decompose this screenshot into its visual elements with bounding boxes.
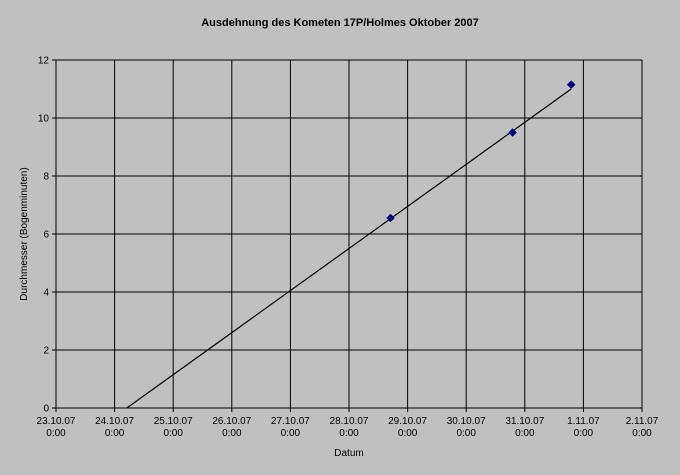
chart-title: Ausdehnung des Kometen 17P/Holmes Oktobe… (201, 17, 479, 29)
x-tick-label-time: 0:00 (339, 428, 359, 439)
x-tick-label: 24.10.07 (95, 416, 134, 427)
tick-labels: 23.10.070:0024.10.070:0025.10.070:0026.1… (37, 56, 659, 440)
x-tick-label-time: 0:00 (105, 428, 125, 439)
y-tick-label: 10 (38, 114, 50, 125)
x-tick-label: 25.10.07 (154, 416, 193, 427)
y-tick-label: 8 (43, 172, 49, 183)
x-tick-label-time: 0:00 (515, 428, 535, 439)
y-tick-label: 12 (38, 56, 50, 67)
x-axis-label: Datum (334, 448, 363, 459)
x-tick-label: 28.10.07 (330, 416, 369, 427)
y-axis-label: Durchmesser (Bogenminuten) (19, 167, 30, 300)
data-point (566, 80, 576, 90)
x-tick-label: 31.10.07 (505, 416, 544, 427)
axes (52, 59, 643, 412)
y-tick-label: 4 (43, 288, 49, 299)
x-tick-label: 30.10.07 (447, 416, 486, 427)
x-tick-label-time: 0:00 (456, 428, 476, 439)
grid-lines (55, 59, 643, 409)
x-tick-label-time: 0:00 (632, 428, 652, 439)
y-tick-label: 6 (43, 230, 49, 241)
x-tick-label-time: 0:00 (281, 428, 301, 439)
x-tick-label: 23.10.07 (37, 416, 76, 427)
data-point (386, 213, 395, 223)
x-tick-label-time: 0:00 (46, 428, 66, 439)
y-tick-label: 0 (43, 404, 49, 415)
data-point (508, 128, 517, 137)
x-tick-label-time: 0:00 (163, 428, 183, 439)
y-tick-label: 2 (43, 346, 49, 357)
data-points (386, 80, 576, 223)
x-tick-label: 26.10.07 (212, 416, 251, 427)
x-tick-label: 29.10.07 (388, 416, 427, 427)
x-tick-label-time: 0:00 (222, 428, 242, 439)
x-tick-label-time: 0:00 (574, 428, 594, 439)
x-tick-label: 1.11.07 (567, 416, 600, 427)
x-tick-label: 27.10.07 (271, 416, 310, 427)
trendline-layer (126, 88, 572, 409)
x-tick-label: 2.11.07 (626, 416, 659, 427)
trendline (126, 88, 572, 409)
x-tick-label-time: 0:00 (398, 428, 418, 439)
